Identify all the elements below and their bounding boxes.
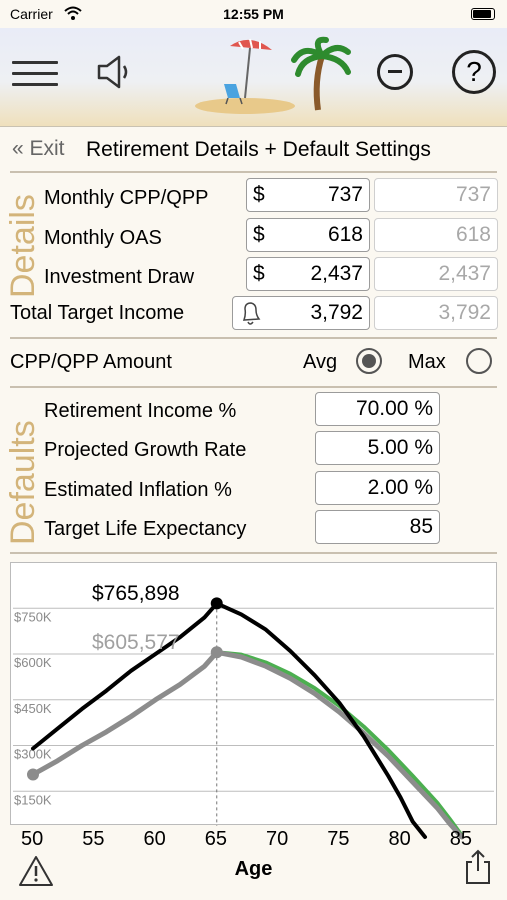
x-tick-label: 55 — [82, 828, 105, 850]
total-target-income-field: 3,792 — [232, 296, 370, 330]
life-expectancy-label: Target Life Expectancy — [44, 518, 247, 540]
page-title: Retirement Details + Default Settings — [86, 138, 431, 161]
warning-icon[interactable] — [18, 855, 54, 887]
beach-palm-logo — [195, 36, 351, 114]
defaults-section-label: Defaults — [4, 420, 42, 545]
share-icon[interactable] — [463, 848, 493, 886]
dollar-sign: $ — [253, 183, 265, 206]
investment-draw-value: 2,437 — [310, 262, 363, 285]
cpp-value: 737 — [327, 183, 363, 206]
growth-rate-input[interactable]: 5.00 % — [315, 431, 440, 465]
wifi-icon — [64, 6, 82, 20]
x-tick-label: 50 — [21, 828, 44, 850]
x-tick-label: 70 — [266, 828, 289, 850]
oas-label: Monthly OAS — [44, 227, 162, 249]
retirement-income-input[interactable]: 70.00 % — [315, 392, 440, 426]
cpp-label: Monthly CPP/QPP — [44, 187, 209, 209]
hamburger-menu-icon[interactable] — [12, 61, 58, 87]
cpp-amount-label: CPP/QPP Amount — [10, 351, 172, 373]
total-target-income-label: Total Target Income — [10, 302, 185, 324]
carrier-label: Carrier — [10, 6, 53, 22]
growth-rate-label: Projected Growth Rate — [44, 439, 247, 461]
life-expectancy-input[interactable]: 85 — [315, 510, 440, 544]
projection-chart[interactable] — [10, 562, 497, 825]
investment-draw-input[interactable]: $ 2,437 — [246, 257, 370, 291]
x-tick-label: 85 — [449, 828, 472, 850]
total-target-income-compare-value: 3,792 — [374, 296, 498, 330]
divider — [10, 386, 497, 388]
speaker-icon[interactable] — [95, 52, 135, 92]
status-bar: Carrier 12:55 PM — [0, 0, 507, 28]
dollar-sign: $ — [253, 262, 265, 285]
battery-icon — [471, 8, 495, 20]
x-tick-label: 65 — [204, 828, 227, 850]
toolbar: ? — [0, 28, 507, 127]
divider — [10, 552, 497, 554]
avg-radio[interactable] — [356, 348, 382, 374]
clock: 12:55 PM — [223, 6, 284, 22]
cpp-compare-value: 737 — [374, 178, 498, 212]
minus-circle-icon[interactable] — [377, 54, 413, 90]
oas-value: 618 — [327, 223, 363, 246]
details-section-label: Details — [4, 194, 42, 298]
bell-icon[interactable] — [237, 298, 263, 328]
x-tick-label: 60 — [143, 828, 166, 850]
total-target-income-value: 3,792 — [310, 301, 363, 324]
investment-draw-label: Investment Draw — [44, 266, 195, 288]
dollar-sign: $ — [253, 223, 265, 246]
x-tick-label: 80 — [388, 828, 411, 850]
oas-input[interactable]: $ 618 — [246, 218, 370, 252]
help-icon[interactable]: ? — [452, 50, 496, 94]
oas-compare-value: 618 — [374, 218, 498, 252]
avg-label: Avg — [303, 351, 338, 373]
divider — [10, 337, 497, 339]
investment-draw-compare-value: 2,437 — [374, 257, 498, 291]
divider — [10, 171, 497, 173]
inflation-label: Estimated Inflation % — [44, 479, 232, 501]
max-radio[interactable] — [466, 348, 492, 374]
exit-button[interactable]: « Exit — [12, 137, 65, 160]
x-axis-title: Age — [234, 858, 273, 880]
max-label: Max — [408, 351, 446, 373]
cpp-input[interactable]: $ 737 — [246, 178, 370, 212]
x-tick-label: 75 — [327, 828, 350, 850]
retirement-income-label: Retirement Income % — [44, 400, 237, 422]
page-header: « Exit Retirement Details + Default Sett… — [0, 130, 507, 168]
inflation-input[interactable]: 2.00 % — [315, 471, 440, 505]
